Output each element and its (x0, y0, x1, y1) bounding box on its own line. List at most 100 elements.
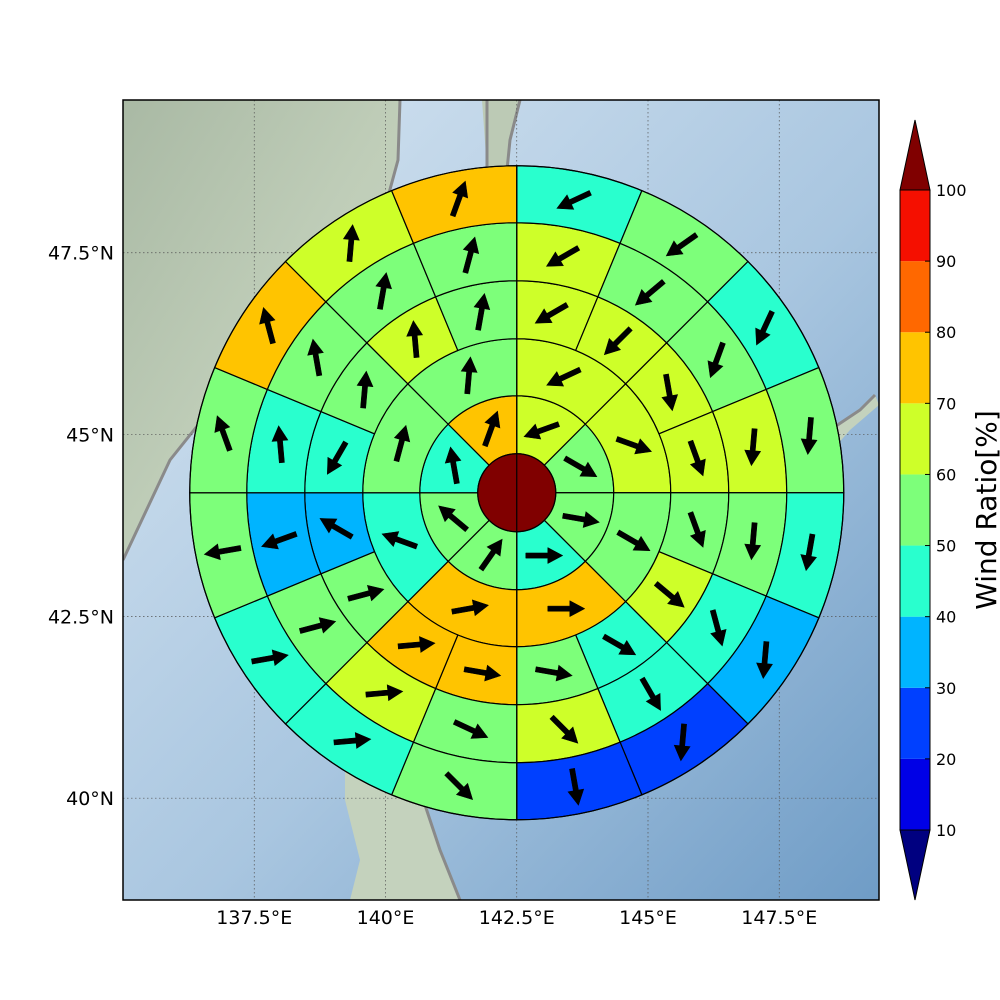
wind-arrow (462, 236, 480, 274)
wind-arrow (444, 446, 462, 485)
wind-arrow (444, 771, 474, 801)
lat-tick-label: 40°N (66, 788, 114, 810)
wind-arrow (347, 585, 385, 602)
wind-arrow (214, 415, 233, 452)
wind-arrow (0, 0, 8, 17)
wind-rose (189, 165, 845, 821)
colorbar-segment (900, 758, 930, 830)
wind-arrow (0, 0, 8, 17)
wind-arrow (0, 0, 8, 17)
wind-arrow (261, 531, 298, 550)
wind-arrows (0, 0, 818, 806)
wind-arrow (0, 0, 8, 17)
wind-arrow (0, 0, 8, 17)
wind-arrow (0, 0, 8, 17)
wind-arrow (800, 533, 817, 572)
wind-arrow (0, 0, 8, 17)
wind-arrow (0, 0, 8, 17)
map-panel (0, 0, 879, 900)
wind-arrow (307, 338, 324, 377)
wind-arrow (547, 600, 586, 618)
wind-arrow (375, 272, 392, 310)
colorbar-segment (900, 332, 930, 404)
wind-arrow (687, 439, 706, 477)
wind-arrow (545, 245, 581, 267)
colorbar-tick-label: 90 (936, 252, 956, 271)
wind-arrow (0, 0, 8, 17)
latitude-tick-labels: 47.5°N 45°N 42.5°N 40°N (48, 243, 114, 810)
wind-arrow (203, 543, 242, 561)
wind-arrow (523, 421, 560, 440)
wind-arrow (438, 505, 469, 533)
wind-arrow (709, 609, 727, 647)
colorbar-segment (900, 190, 930, 262)
wind-arrow (0, 0, 8, 17)
wind-arrow (546, 366, 582, 387)
wind-arrow (463, 664, 502, 682)
lat-tick-label: 42.5°N (48, 606, 114, 628)
wind-arrow (755, 310, 775, 346)
wind-arrow (406, 320, 424, 359)
wind-arrow (298, 617, 337, 634)
wind-arrow (0, 0, 8, 17)
wind-arrow (616, 529, 651, 552)
colorbar-tick-label: 10 (936, 821, 956, 840)
wind-arrow (251, 649, 289, 667)
wind-arrow (525, 547, 564, 564)
wind-arrow (0, 0, 8, 17)
wind-arrow (0, 0, 8, 17)
colorbar-tick-label: 30 (936, 679, 956, 698)
colorbar-tick-label: 100 (936, 181, 967, 200)
colorbar-tick-label: 70 (936, 394, 956, 413)
lon-tick-label: 142.5°E (479, 907, 555, 929)
wind-arrow (397, 636, 436, 653)
wind-arrow (381, 531, 418, 550)
wind-arrow (744, 522, 762, 561)
lon-tick-label: 145°E (619, 907, 677, 929)
wind-arrow (653, 581, 685, 608)
wind-arrow (673, 723, 691, 762)
lon-tick-label: 147.5°E (741, 907, 817, 929)
wind-arrow (333, 732, 372, 749)
wind-arrow (0, 0, 8, 17)
wind-arrow (534, 302, 569, 324)
lon-tick-label: 140°E (357, 907, 415, 929)
wind-arrow (707, 341, 726, 379)
colorbar-tick-label: 80 (936, 323, 956, 342)
wind-arrow (534, 664, 573, 682)
wind-arrow (0, 0, 8, 17)
wind-arrow (0, 0, 8, 17)
colorbar-tick-label: 60 (936, 465, 956, 484)
colorbar-segment (900, 474, 930, 546)
wind-arrow (365, 684, 404, 702)
wind-arrow (0, 0, 8, 17)
colorbar-segment (900, 687, 930, 759)
wind-arrow (449, 180, 469, 218)
wind-arrow (756, 641, 773, 680)
wind-arrow (567, 768, 585, 806)
colorbar-extend-max (899, 119, 931, 191)
wind-arrow (0, 0, 8, 17)
lat-tick-label: 47.5°N (48, 243, 114, 265)
wind-arrow (634, 279, 666, 306)
wind-arrow (0, 0, 8, 17)
wind-arrow (602, 633, 637, 656)
colorbar-segment (900, 403, 930, 475)
lat-tick-label: 45°N (66, 425, 114, 447)
wind-arrow (562, 511, 600, 528)
wind-arrow (356, 370, 374, 409)
wind-arrow (0, 0, 8, 17)
wind-arrow (259, 307, 276, 345)
wind-arrow (0, 0, 8, 17)
wind-arrow (603, 326, 633, 356)
colorbar-segment (900, 545, 930, 617)
colorbar-segment (900, 616, 930, 688)
colorbar-segment (900, 261, 930, 333)
wind-arrow (473, 293, 491, 331)
wind-arrow (327, 440, 349, 475)
map-frame (122, 99, 880, 901)
colorbar-tick-label: 40 (936, 608, 956, 627)
wind-arrow (661, 373, 679, 412)
wind-arrow (639, 676, 661, 711)
